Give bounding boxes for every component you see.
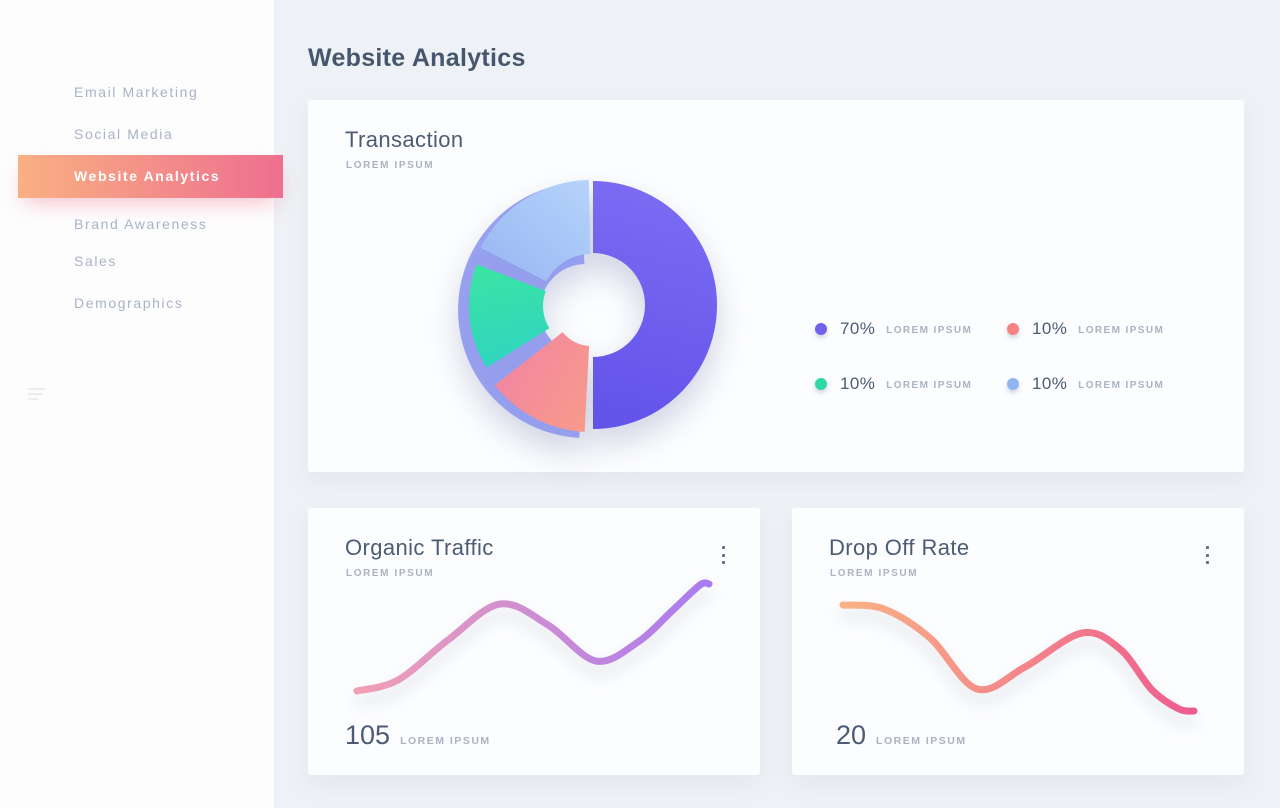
sidebar-item-social-media[interactable]: Social Media <box>74 126 174 142</box>
legend-label: LOREM IPSUM <box>1078 379 1165 391</box>
sidebar-item-sales[interactable]: Sales <box>74 253 118 269</box>
trend-line <box>353 579 713 695</box>
transaction-card-title: Transaction <box>345 127 464 152</box>
legend-label: LOREM IPSUM <box>886 324 973 336</box>
page-title: Website Analytics <box>308 44 526 72</box>
organic-card-title: Organic Traffic <box>345 535 494 560</box>
legend-dot-blue <box>1007 378 1019 390</box>
legend-dot-teal <box>815 378 827 390</box>
kebab-menu-icon[interactable] <box>1202 546 1212 564</box>
legend-value: 10% <box>840 374 876 393</box>
donut-chart <box>458 180 717 438</box>
transaction-card: Transaction LOREM IPSUM 70% LOREM IPSUM … <box>308 100 1244 472</box>
legend-value: 10% <box>1032 374 1068 393</box>
dropoff-stat-label: LOREM IPSUM <box>876 735 967 747</box>
dropoff-line-chart <box>839 601 1198 715</box>
organic-line-chart <box>353 579 713 695</box>
legend-dot-red <box>1007 323 1019 335</box>
organic-stat-label: LOREM IPSUM <box>400 735 491 747</box>
organic-stat: 105 LOREM IPSUM <box>345 720 491 751</box>
donut-segment-teal <box>468 264 550 368</box>
legend-value: 10% <box>1032 319 1068 338</box>
legend-value: 70% <box>840 319 876 338</box>
donut-legend: 70% LOREM IPSUM 10% LOREM IPSUM 10% LORE… <box>815 316 1164 397</box>
organic-stat-value: 105 <box>345 720 391 750</box>
organic-traffic-card: Organic Traffic LOREM IPSUM 105 LOREM IP… <box>308 508 760 775</box>
kebab-menu-icon[interactable] <box>718 546 728 564</box>
legend-item-red: 10% LOREM IPSUM <box>1007 316 1164 342</box>
legend-label: LOREM IPSUM <box>1078 324 1165 336</box>
dropoff-card-title: Drop Off Rate <box>829 535 970 560</box>
drop-off-rate-card: Drop Off Rate LOREM IPSUM 20 LOREM IPSUM <box>792 508 1244 775</box>
trend-line <box>839 601 1198 715</box>
hamburger-icon[interactable] <box>28 388 45 401</box>
sidebar-item-brand-awareness[interactable]: Brand Awareness <box>74 216 208 232</box>
sidebar-item-email-marketing[interactable]: Email Marketing <box>74 84 199 100</box>
legend-item-purple: 70% LOREM IPSUM <box>815 316 1007 342</box>
legend-item-blue: 10% LOREM IPSUM <box>1007 371 1164 397</box>
donut-segment-blue <box>480 180 591 282</box>
legend-label: LOREM IPSUM <box>886 379 973 391</box>
sidebar-item-demographics[interactable]: Demographics <box>74 295 184 311</box>
sidebar-item-website-analytics[interactable]: Website Analytics <box>18 155 283 198</box>
transaction-card-subtitle: LOREM IPSUM <box>346 160 435 171</box>
dropoff-stat: 20 LOREM IPSUM <box>836 720 967 751</box>
legend-item-teal: 10% LOREM IPSUM <box>815 371 1007 397</box>
donut-segment-pink <box>494 332 590 432</box>
organic-card-subtitle: LOREM IPSUM <box>346 568 435 579</box>
dropoff-stat-value: 20 <box>836 720 867 750</box>
legend-dot-purple <box>815 323 827 335</box>
donut-segment-purple <box>593 181 717 429</box>
sidebar: Email Marketing Social Media Website Ana… <box>0 0 283 808</box>
dropoff-card-subtitle: LOREM IPSUM <box>830 568 919 579</box>
